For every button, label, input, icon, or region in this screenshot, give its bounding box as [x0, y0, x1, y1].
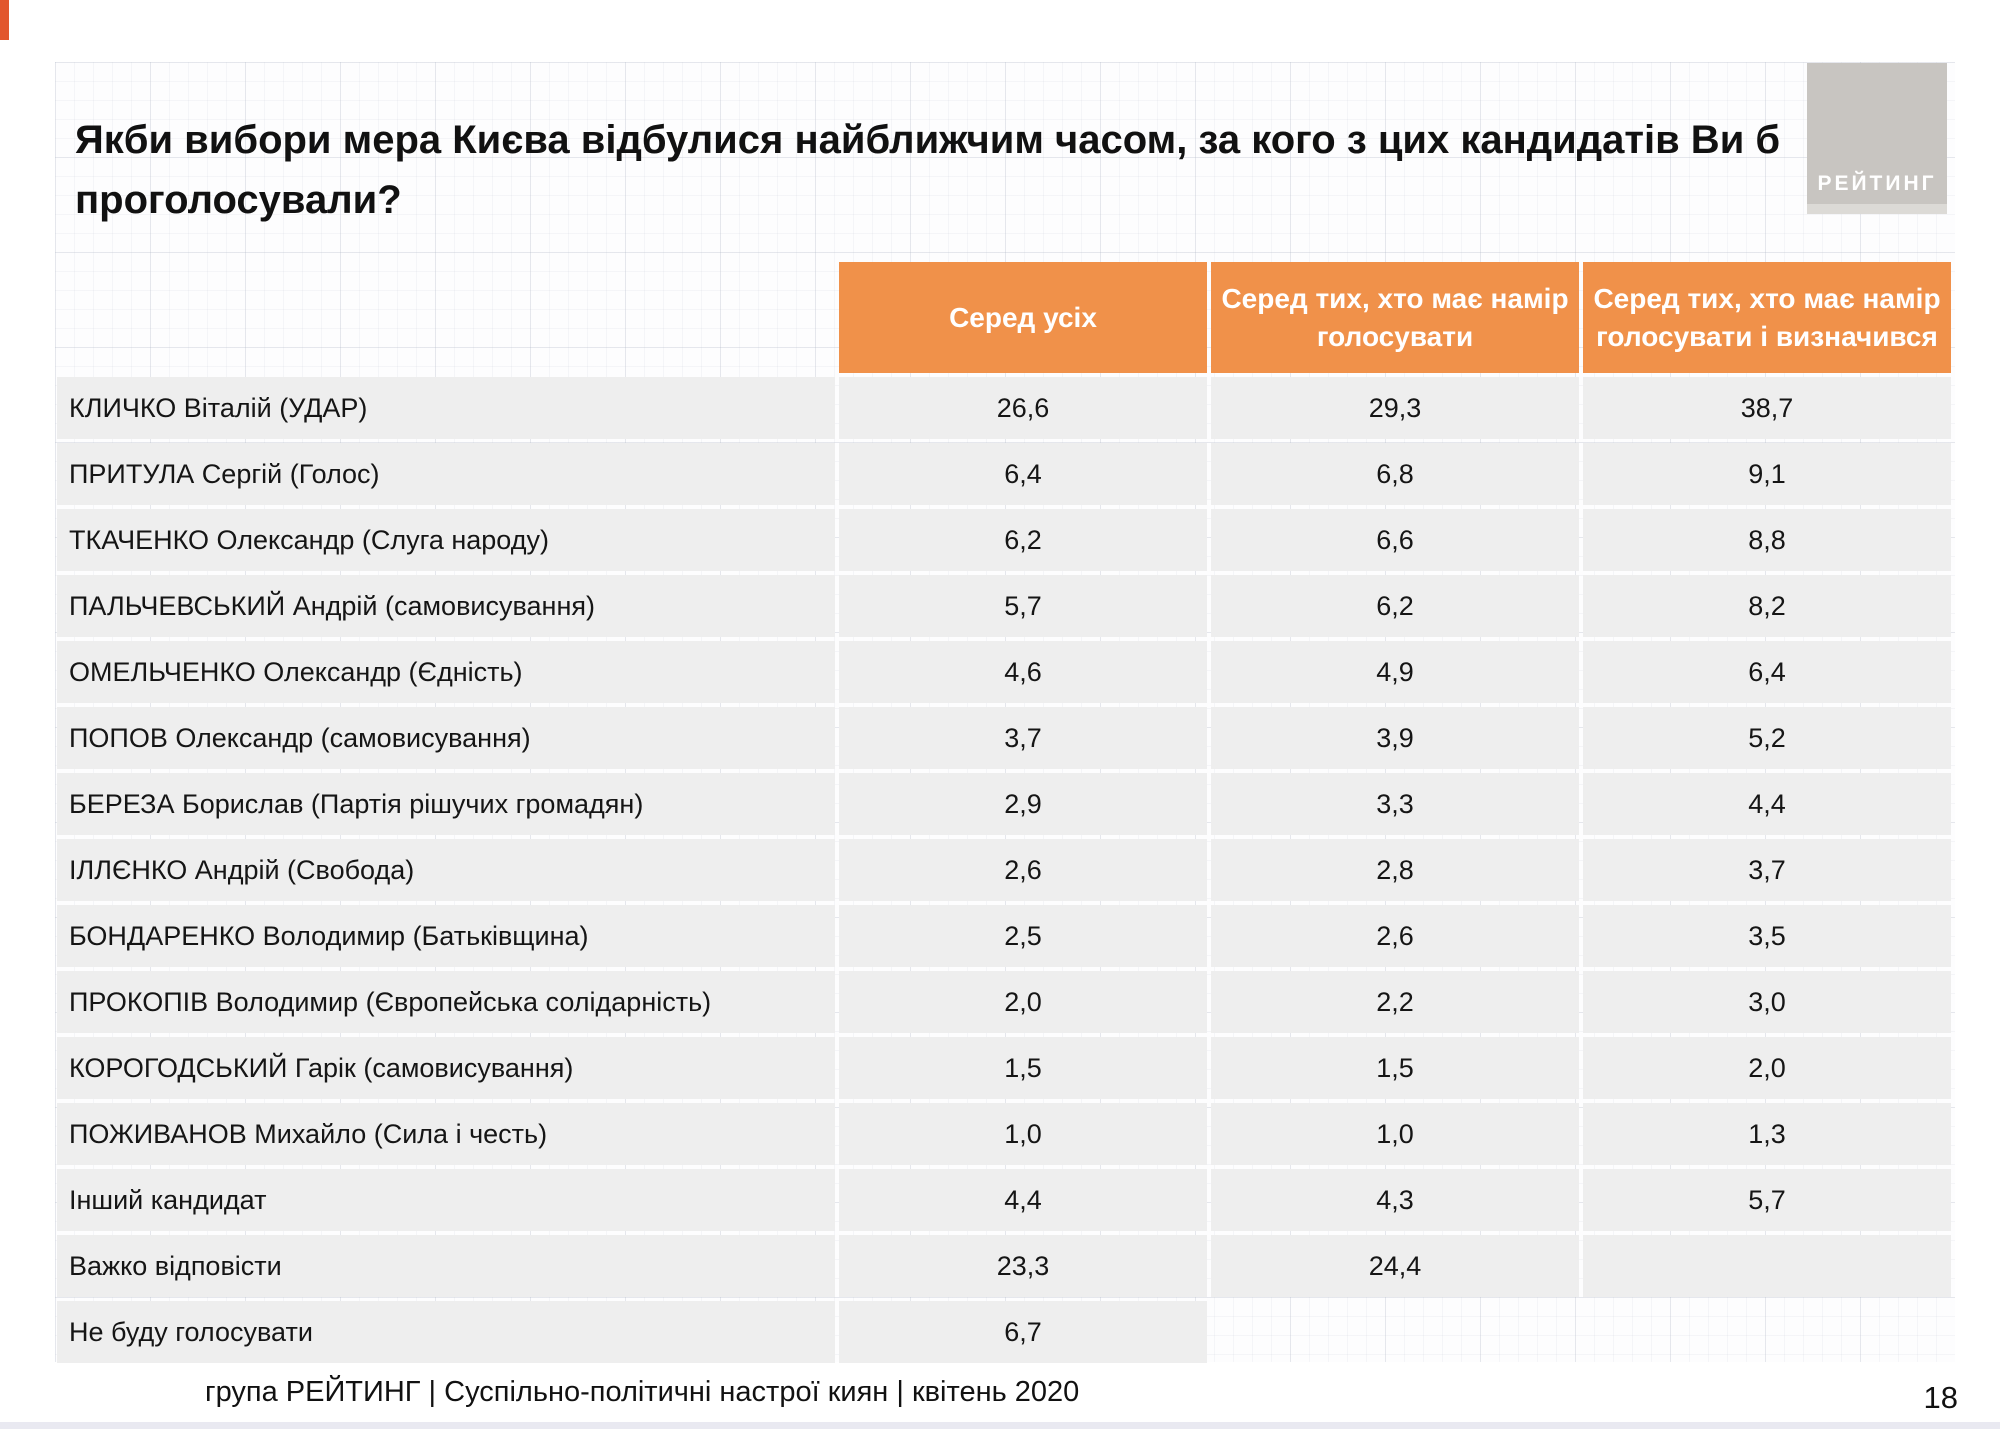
row-label: ПРОКОПІВ Володимир (Європейська солідарн…: [57, 971, 835, 1033]
value-cell: 3,9: [1211, 707, 1579, 769]
page-title: Якби вибори мера Києва відбулися найближ…: [75, 118, 1781, 222]
rating-logo-strip: [1807, 204, 1947, 214]
row-label: ПРИТУЛА Сергій (Голос): [57, 443, 835, 505]
value-cell: 4,4: [839, 1169, 1207, 1231]
value-cell: 6,2: [1211, 575, 1579, 637]
value-cell: 4,9: [1211, 641, 1579, 703]
row-label: Важко відповісти: [57, 1235, 835, 1297]
value-cell: 6,4: [839, 443, 1207, 505]
value-cell: 24,4: [1211, 1235, 1579, 1297]
content-panel: Якби вибори мера Києва відбулися найближ…: [55, 62, 1955, 1363]
value-cell: 1,5: [1211, 1037, 1579, 1099]
value-cell: 1,0: [839, 1103, 1207, 1165]
value-cell: 6,6: [1211, 509, 1579, 571]
table-corner-cell: [57, 262, 835, 373]
value-cell: 2,0: [839, 971, 1207, 1033]
value-cell: 2,6: [839, 839, 1207, 901]
value-cell: 3,7: [839, 707, 1207, 769]
value-cell: 26,6: [839, 377, 1207, 439]
row-label: ПАЛЬЧЕВСЬКИЙ Андрій (самовисування): [57, 575, 835, 637]
value-cell: 8,8: [1583, 509, 1951, 571]
row-label: Інший кандидат: [57, 1169, 835, 1231]
value-cell: 4,3: [1211, 1169, 1579, 1231]
value-cell: 1,5: [839, 1037, 1207, 1099]
value-cell: [1211, 1301, 1579, 1363]
value-cell: 5,7: [1583, 1169, 1951, 1231]
rating-logo-label: РЕЙТИНГ: [1817, 172, 1937, 195]
row-label: КОРОГОДСЬКИЙ Гарік (самовисування): [57, 1037, 835, 1099]
value-cell: 2,0: [1583, 1037, 1951, 1099]
row-label: БЕРЕЗА Борислав (Партія рішучих громадян…: [57, 773, 835, 835]
value-cell: [1583, 1301, 1951, 1363]
value-cell: 3,7: [1583, 839, 1951, 901]
value-cell: 1,3: [1583, 1103, 1951, 1165]
corner-accent-bar: [0, 0, 9, 40]
footer-caption: група РЕЙТИНГ | Суспільно-політичні наст…: [205, 1376, 1080, 1408]
value-cell: 2,6: [1211, 905, 1579, 967]
row-label: КЛИЧКО Віталій (УДАР): [57, 377, 835, 439]
rating-logo: РЕЙТИНГ: [1807, 63, 1947, 204]
value-cell: 3,5: [1583, 905, 1951, 967]
value-cell: 8,2: [1583, 575, 1951, 637]
value-cell: 29,3: [1211, 377, 1579, 439]
value-cell: [1583, 1235, 1951, 1297]
page-number: 18: [1923, 1380, 1958, 1415]
value-cell: 3,3: [1211, 773, 1579, 835]
row-label: ОМЕЛЬЧЕНКО Олександр (Єдність): [57, 641, 835, 703]
row-label: БОНДАРЕНКО Володимир (Батьківщина): [57, 905, 835, 967]
value-cell: 3,0: [1583, 971, 1951, 1033]
value-cell: 2,9: [839, 773, 1207, 835]
value-cell: 4,4: [1583, 773, 1951, 835]
value-cell: 23,3: [839, 1235, 1207, 1297]
value-cell: 4,6: [839, 641, 1207, 703]
value-cell: 2,5: [839, 905, 1207, 967]
row-label: ІЛЛЄНКО Андрій (Свобода): [57, 839, 835, 901]
value-cell: 5,7: [839, 575, 1207, 637]
value-cell: 6,2: [839, 509, 1207, 571]
col-header-intend-decided: Серед тих, хто має намір голосувати і ви…: [1583, 262, 1951, 373]
value-cell: 6,4: [1583, 641, 1951, 703]
row-label: ТКАЧЕНКО Олександр (Слуга народу): [57, 509, 835, 571]
value-cell: 38,7: [1583, 377, 1951, 439]
value-cell: 6,7: [839, 1301, 1207, 1363]
bottom-edge-strip: [0, 1422, 2000, 1429]
value-cell: 5,2: [1583, 707, 1951, 769]
col-header-intend-vote: Серед тих, хто має намір голосувати: [1211, 262, 1579, 373]
value-cell: 6,8: [1211, 443, 1579, 505]
poll-table: Серед усіх Серед тих, хто має намір голо…: [57, 262, 1951, 1363]
col-header-among-all: Серед усіх: [839, 262, 1207, 373]
value-cell: 9,1: [1583, 443, 1951, 505]
row-label: Не буду голосувати: [57, 1301, 835, 1363]
value-cell: 2,2: [1211, 971, 1579, 1033]
row-label: ПОЖИВАНОВ Михайло (Сила і честь): [57, 1103, 835, 1165]
row-label: ПОПОВ Олександр (самовисування): [57, 707, 835, 769]
value-cell: 1,0: [1211, 1103, 1579, 1165]
value-cell: 2,8: [1211, 839, 1579, 901]
